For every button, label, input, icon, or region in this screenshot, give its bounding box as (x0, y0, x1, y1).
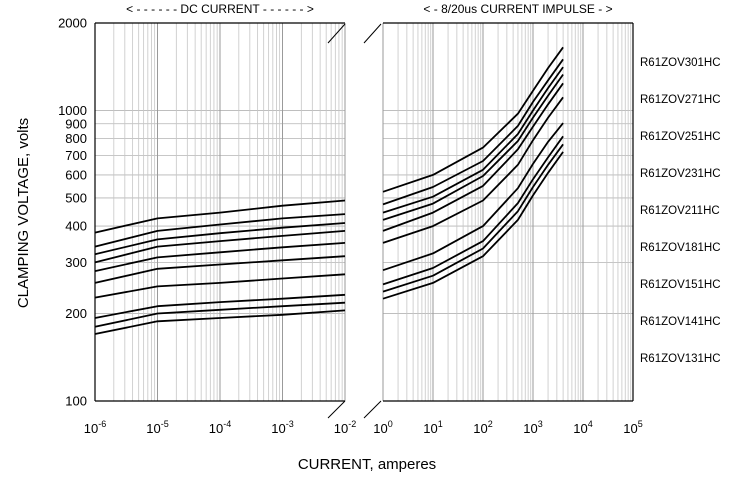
axis-break-slash (327, 23, 346, 44)
y-tick-label: 100 (65, 394, 87, 409)
axis-break-slash (363, 400, 382, 419)
series-dc-curve (94, 213, 346, 248)
series-dc-curve (94, 242, 346, 272)
series-impulse-curve (382, 151, 564, 300)
series-impulse-curve (382, 46, 564, 193)
series-dc-curve (94, 255, 346, 284)
legend-entry: R61ZOV131HC (640, 353, 721, 365)
x-tick-label: 10-3 (271, 419, 293, 436)
x-tick-label: 100 (373, 419, 392, 436)
series-impulse-curve (382, 58, 564, 206)
x-tick-label: 103 (523, 419, 542, 436)
legend-entry: R61ZOV271HC (640, 94, 721, 106)
y-tick-label: 700 (65, 148, 87, 163)
x-tick-label: 10-5 (146, 419, 168, 436)
series-dc-curve (94, 199, 346, 234)
series-impulse-curve (382, 66, 564, 214)
series-impulse-curve (382, 135, 564, 286)
legend-entry: R61ZOV151HC (640, 279, 721, 291)
series-dc-curve (94, 293, 346, 319)
y-tick-label: 2000 (58, 16, 87, 31)
legend-entry: R61ZOV231HC (640, 168, 721, 180)
series-impulse-curve (382, 143, 564, 293)
y-tick-label: 900 (65, 116, 87, 131)
series-impulse-curve (382, 82, 564, 232)
series-impulse-curve (382, 96, 564, 244)
legend-entry: R61ZOV141HC (640, 316, 721, 328)
y-tick-label: 600 (65, 167, 87, 182)
series-dc-curve (94, 301, 346, 328)
y-tick-label: 500 (65, 190, 87, 205)
x-tick-label: 102 (473, 419, 492, 436)
legend-entry: R61ZOV251HC (640, 131, 721, 143)
series-dc-curve (94, 309, 346, 335)
legend-entry: R61ZOV211HC (640, 205, 720, 217)
y-tick-label: 1000 (58, 103, 87, 118)
x-tick-label: 105 (623, 419, 642, 436)
plot-frame (94, 22, 634, 402)
x-tick-label: 101 (423, 419, 442, 436)
panel-header-label: < - - - - - - DC CURRENT - - - - - - > (126, 2, 314, 16)
series-impulse-curve (382, 73, 564, 221)
legend: R61ZOV301HC R61ZOV271HC R61ZOV251HC R61ZOV2… (640, 57, 721, 365)
series-dc-curve (94, 230, 346, 264)
axis-break-marks (327, 23, 382, 419)
axis-break-slash (363, 23, 382, 44)
legend-entry: R61ZOV301HC (640, 57, 721, 69)
x-tick-label: 104 (573, 419, 592, 436)
series-dc-curve (94, 222, 346, 256)
y-axis-title: CLAMPING VOLTAGE, volts (15, 118, 32, 308)
y-tick-label: 200 (65, 306, 87, 321)
y-tick-label: 800 (65, 131, 87, 146)
x-tick-label: 10-6 (84, 419, 106, 436)
series-impulse-curve (382, 122, 564, 272)
panel-header-label: < - 8/20us CURRENT IMPULSE - > (423, 2, 612, 16)
series-curves (94, 46, 564, 335)
axis-break-slash (327, 400, 346, 419)
x-tick-label: 10-2 (334, 419, 356, 436)
x-axis-title: CURRENT, amperes (298, 456, 436, 473)
y-tick-label: 400 (65, 219, 87, 234)
grid (94, 22, 634, 402)
legend-entry: R61ZOV181HC (640, 242, 721, 254)
x-tick-label: 10-4 (209, 419, 231, 436)
y-tick-label: 300 (65, 255, 87, 270)
series-dc-curve (94, 273, 346, 299)
